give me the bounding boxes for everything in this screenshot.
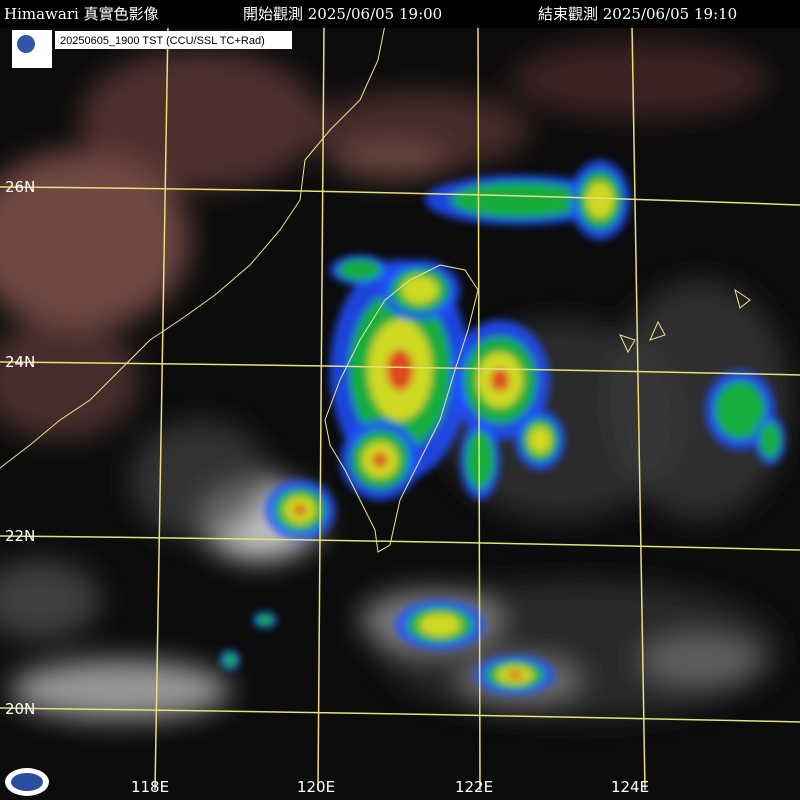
- radar-echo: [419, 613, 461, 637]
- logo-emblem: [17, 35, 35, 53]
- radar-echo: [222, 652, 238, 668]
- radar-echo: [256, 614, 274, 626]
- end-time: 結束觀測 2025/06/05 19:10: [538, 5, 737, 23]
- radar-echo: [338, 259, 382, 281]
- radar-echoes: [220, 160, 785, 695]
- grid-labels: 26N 24N 22N 20N 118E 120E 122E 124E: [5, 178, 649, 796]
- cloud: [80, 50, 320, 190]
- info-label: 20250605_1900 TST (CCU/SSL TC+Rad): [60, 35, 265, 47]
- radar-echo: [401, 276, 439, 304]
- radar-echo: [714, 380, 766, 440]
- radar-echo: [386, 349, 414, 391]
- coastlines: [0, 24, 751, 553]
- info-box: [55, 31, 292, 49]
- cloud: [0, 320, 140, 440]
- cloud: [0, 150, 190, 330]
- cloud: [610, 280, 790, 520]
- longitude-label: 122E: [455, 778, 493, 796]
- longitude-label: 120E: [297, 778, 335, 796]
- latitude-label: 22N: [5, 527, 35, 545]
- cloud: [10, 660, 230, 720]
- longitude-label: 124E: [611, 778, 649, 796]
- cloud: [130, 420, 270, 540]
- cloud: [330, 140, 450, 180]
- cwa-logo-inner: [11, 773, 43, 791]
- longitude-label: 118E: [131, 778, 169, 796]
- latitude-label: 20N: [5, 700, 35, 718]
- cloud: [510, 40, 770, 120]
- start-time: 開始觀測 2025/06/05 19:00: [243, 5, 442, 23]
- radar-echo: [372, 452, 388, 468]
- radar-echo: [293, 504, 307, 516]
- graticule: [0, 24, 800, 791]
- header-bar: [0, 0, 800, 28]
- cloud: [640, 635, 760, 685]
- radar-echo: [507, 671, 523, 679]
- cloud: [0, 560, 100, 640]
- radar-echo: [450, 181, 590, 219]
- radar-echo: [759, 421, 781, 459]
- latitude-label: 26N: [5, 178, 35, 196]
- radar-echo: [465, 430, 495, 490]
- title: Himawari 真實色影像: [4, 5, 159, 23]
- radar-echo: [490, 368, 510, 392]
- radar-echo: [586, 181, 614, 219]
- latitude-label: 24N: [5, 353, 35, 371]
- radar-echo: [528, 426, 552, 454]
